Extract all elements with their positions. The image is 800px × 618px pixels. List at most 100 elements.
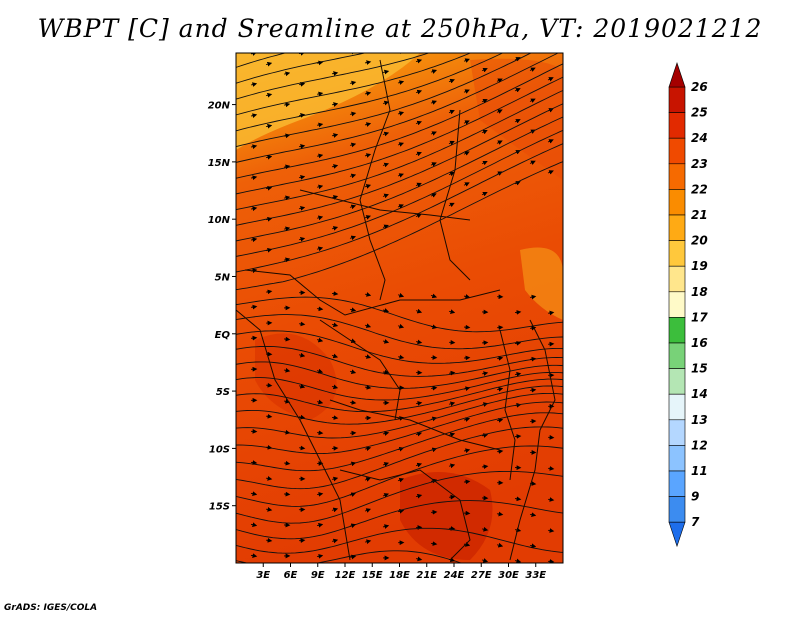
- stream-arrow: [449, 49, 453, 50]
- colorbar-label: 9: [691, 490, 699, 504]
- stream-arrow: [383, 10, 387, 11]
- stream-arrow: [250, 304, 258, 310]
- stream-arrow: [316, 153, 324, 159]
- streamline: [236, 345, 563, 377]
- stream-arrow: [349, 369, 357, 375]
- stream-arrow: [265, 61, 273, 67]
- stream-arrow: [463, 151, 470, 156]
- streamline: [236, 53, 368, 84]
- colorbar-label: 18: [691, 285, 708, 299]
- stream-arrow: [496, 387, 504, 392]
- streamline: [236, 76, 563, 195]
- stream-arrow: [364, 477, 371, 482]
- stream-arrow: [415, 556, 423, 562]
- stream-arrow: [250, 237, 258, 243]
- stream-arrow: [481, 433, 489, 438]
- stream-arrow: [481, 67, 488, 73]
- stream-arrow: [547, 139, 554, 144]
- stream-arrow: [382, 224, 389, 230]
- stream-arrow: [547, 497, 555, 502]
- stream-arrow: [331, 507, 339, 513]
- streamline: [236, 63, 563, 179]
- stream-arrow: [463, 294, 471, 299]
- stream-arrow: [415, 58, 423, 64]
- stream-arrow: [514, 496, 522, 502]
- colorbar-segment: [668, 214, 686, 241]
- colorbar-segment: [668, 342, 686, 369]
- stream-arrow: [463, 89, 470, 94]
- stream-arrow: [547, 310, 555, 316]
- stream-arrow: [265, 413, 273, 419]
- stream-arrow: [316, 399, 324, 405]
- stream-arrow: [397, 204, 404, 209]
- lat-tick-label: 5S: [216, 387, 230, 398]
- lon-tick-label: 24E: [444, 570, 465, 581]
- streamline: [236, 500, 563, 540]
- lon-tick-label: 21E: [416, 570, 437, 581]
- streamline: [236, 53, 559, 163]
- stream-arrow: [364, 446, 372, 452]
- streamline: [236, 445, 563, 507]
- stream-arrow: [415, 462, 423, 468]
- stream-arrow: [316, 306, 324, 312]
- stream-arrow: [529, 512, 537, 518]
- stream-arrow: [562, 484, 563, 485]
- colorbar-segment: [668, 137, 686, 165]
- stream-arrow: [349, 111, 357, 117]
- stream-arrow: [430, 541, 438, 547]
- stream-arrow: [298, 206, 306, 211]
- stream-arrow: [364, 539, 372, 545]
- stream-arrow: [562, 422, 563, 423]
- stream-arrow: [331, 384, 339, 390]
- colorbar-segment: [668, 265, 686, 293]
- stream-arrow: [349, 173, 357, 179]
- stream-arrow: [265, 537, 273, 543]
- stream-arrow: [416, 30, 420, 31]
- stream-arrow: [430, 100, 437, 105]
- stream-arrow: [464, 575, 468, 576]
- stream-arrow: [349, 554, 357, 560]
- stream-arrow: [265, 507, 273, 512]
- stream-arrow: [529, 67, 536, 72]
- stream-arrow: [316, 553, 324, 559]
- stream-arrow: [349, 400, 357, 405]
- stream-arrow: [316, 337, 324, 343]
- stream-arrow: [331, 71, 339, 76]
- stream-arrow: [298, 236, 306, 242]
- stream-arrow: [398, 20, 402, 21]
- lon-tick-label: 12E: [335, 570, 356, 581]
- stream-arrow: [530, 7, 534, 9]
- stream-arrow: [349, 492, 356, 497]
- colorbar-label: 19: [691, 259, 708, 273]
- stream-arrow: [283, 257, 291, 263]
- stream-arrow: [448, 109, 455, 115]
- stream-arrow: [382, 131, 390, 137]
- stream-arrow: [448, 202, 455, 208]
- stream-arrow: [364, 292, 372, 297]
- grads-credit: GrADS: IGES/COLA: [4, 603, 98, 613]
- stream-arrow: [365, 31, 369, 32]
- chart-title: WBPT [C] and Sreamline at 250hPa, VT: 20…: [37, 14, 763, 43]
- colorbar-label: 21: [691, 208, 708, 222]
- streamline: [236, 330, 563, 364]
- lon-tick-label: 33E: [525, 570, 546, 581]
- stream-arrow: [547, 528, 555, 533]
- stream-arrow: [382, 308, 390, 313]
- stream-arrow: [430, 293, 438, 299]
- stream-arrow: [298, 113, 306, 118]
- stream-arrow: [298, 383, 306, 389]
- lat-tick-label: 10S: [209, 444, 230, 455]
- stream-arrow: [481, 98, 488, 104]
- colorbar-segment: [668, 86, 686, 113]
- stream-arrow: [464, 29, 468, 30]
- stream-arrow: [496, 418, 504, 423]
- stream-arrow: [364, 91, 372, 96]
- stream-arrow: [284, 42, 288, 43]
- stream-arrow: [382, 493, 389, 498]
- stream-arrow: [265, 185, 273, 191]
- stream-arrow: [430, 131, 437, 136]
- stream-arrow: [349, 523, 357, 529]
- stream-arrow: [481, 160, 488, 166]
- stream-arrow: [349, 142, 357, 148]
- streamline: [236, 361, 563, 389]
